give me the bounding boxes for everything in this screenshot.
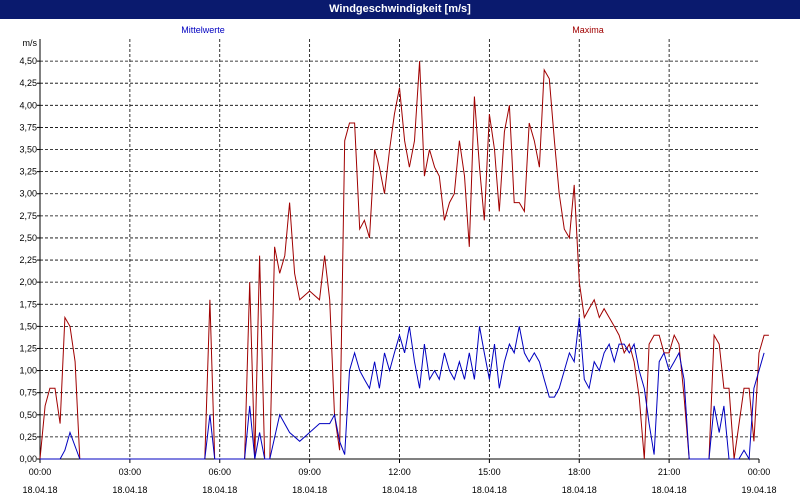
y-tick-label: 0,25	[19, 432, 37, 442]
legend-entry-maxima: Maxima	[572, 25, 604, 35]
x-tick-date: 19.04.18	[741, 485, 776, 495]
series-layer	[39, 61, 769, 461]
x-tick-time: 15:00	[478, 467, 501, 477]
x-tick-time: 12:00	[388, 467, 411, 477]
x-tick-date: 18.04.18	[202, 485, 237, 495]
y-tick-label: 1,00	[19, 366, 37, 376]
x-tick-date: 18.04.18	[382, 485, 417, 495]
x-tick-time: 00:00	[29, 467, 52, 477]
y-tick-label: 3,75	[19, 122, 37, 132]
x-tick-date: 18.04.18	[22, 485, 57, 495]
y-tick-label: 1,25	[19, 343, 37, 353]
x-tick-date: 18.04.18	[112, 485, 147, 495]
axes	[37, 39, 760, 463]
y-tick-label: 3,00	[19, 189, 37, 199]
y-tick-label: 0,75	[19, 388, 37, 398]
legend-entry-mittelwerte: Mittelwerte	[181, 25, 225, 35]
y-tick-label: 3,50	[19, 145, 37, 155]
x-tick-time: 00:00	[748, 467, 771, 477]
window-title: Windgeschwindigkeit [m/s]	[0, 0, 800, 19]
y-tick-label: 0,50	[19, 410, 37, 420]
series-line-mittelwerte	[40, 317, 765, 461]
grid	[40, 39, 759, 460]
x-tick-date: 18.04.18	[652, 485, 687, 495]
y-tick-label: 4,25	[19, 78, 37, 88]
y-tick-label: 2,75	[19, 211, 37, 221]
x-tick-time: 09:00	[298, 467, 321, 477]
y-tick-label: 0,00	[19, 454, 37, 464]
y-tick-label: 2,00	[19, 277, 37, 287]
y-tick-label: 4,50	[19, 56, 37, 66]
series-line-maxima	[39, 61, 769, 460]
x-tick-date: 18.04.18	[292, 485, 327, 495]
x-tick-date: 18.04.18	[562, 485, 597, 495]
y-tick-label: 3,25	[19, 167, 37, 177]
y-axis-unit: m/s	[23, 38, 38, 48]
x-tick-date: 18.04.18	[472, 485, 507, 495]
x-tick-time: 18:00	[568, 467, 591, 477]
y-tick-label: 1,75	[19, 299, 37, 309]
wind-speed-chart: 0,00 0,25 0,50 0,75 1,00 1,25 1,50 1,75 2,00 2,25…	[19, 25, 776, 495]
y-tick-label: 2,25	[19, 255, 37, 265]
y-tick-label: 1,50	[19, 321, 37, 331]
labels-layer: 0,00 0,25 0,50 0,75 1,00 1,25 1,50 1,75 2,00 2,25…	[19, 25, 776, 495]
x-tick-time: 21:00	[658, 467, 681, 477]
x-tick-time: 03:00	[119, 467, 142, 477]
x-tick-time: 06:00	[208, 467, 231, 477]
y-tick-label: 2,50	[19, 233, 37, 243]
y-tick-label: 4,00	[19, 100, 37, 110]
